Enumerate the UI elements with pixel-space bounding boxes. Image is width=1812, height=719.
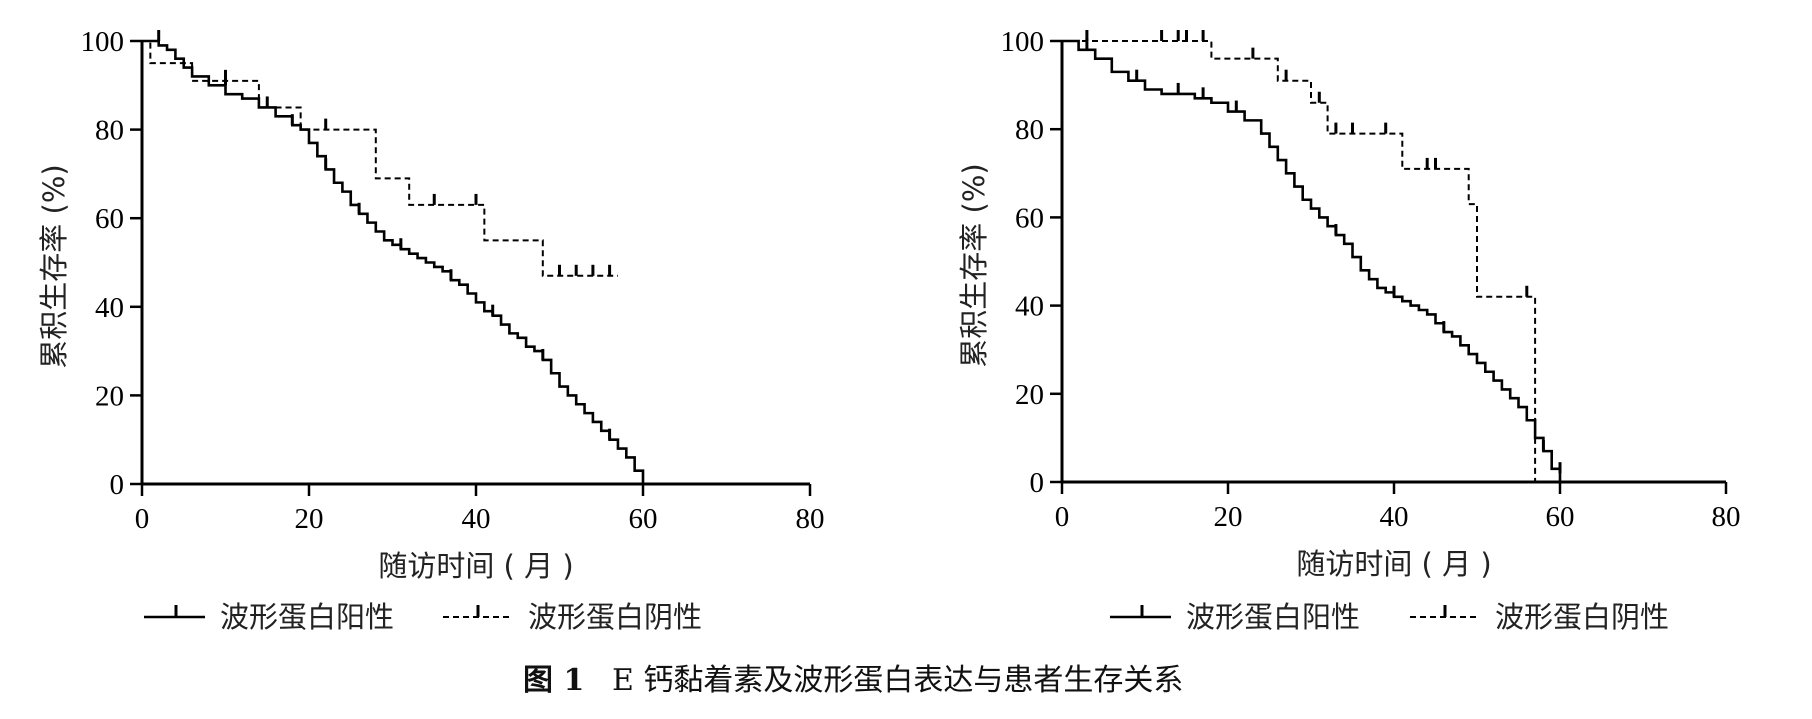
y-axis-title: 累积生存率 (%) [957, 163, 991, 367]
series-line-positive [142, 39, 645, 484]
y-tick-label: 0 [110, 469, 125, 501]
series-line-positive [1062, 39, 1562, 482]
legend-left: 波形蛋白阳性 波形蛋白阴性 [144, 600, 702, 634]
legend-right: 波形蛋白阳性 波形蛋白阴性 [1110, 600, 1669, 634]
x-tick-label: 80 [1712, 501, 1741, 533]
x-tick-label: 40 [1380, 501, 1409, 533]
y-tick-label: 0 [1030, 467, 1045, 499]
x-axis-title: 随访时间 ( 月 ) [1296, 547, 1491, 581]
y-axis-title: 累积生存率 (%) [37, 164, 71, 368]
x-axis-title: 随访时间 ( 月 ) [378, 549, 573, 583]
y-tick-label: 80 [95, 115, 124, 147]
x-tick-label: 80 [796, 503, 825, 535]
km-chart-left: 0 20 40 60 80 0 20 40 60 80 100 随访时间 ( 月 ) 累积生存率 (%) [37, 26, 825, 583]
y-tick-label: 20 [1015, 379, 1044, 411]
x-tick-label: 40 [462, 503, 491, 535]
y-tick-label: 60 [1015, 202, 1044, 234]
x-tick-label: 20 [295, 503, 324, 535]
figure-caption: 图 1 E 钙黏着素及波形蛋白表达与患者生存关系 [523, 663, 1183, 698]
y-tick-label: 60 [95, 203, 124, 235]
legend-positive-label-right: 波形蛋白阳性 [1186, 600, 1360, 634]
y-tick-label: 40 [95, 292, 124, 324]
series-line-negative [142, 40, 618, 277]
legend-negative-label-right: 波形蛋白阴性 [1495, 600, 1669, 634]
legend-negative-label-left: 波形蛋白阴性 [528, 600, 702, 634]
legend-positive-label-left: 波形蛋白阳性 [220, 600, 394, 634]
caption-figure-number: 图 1 [523, 663, 584, 698]
x-tick-label: 60 [1546, 501, 1575, 533]
y-tick-label: 80 [1015, 114, 1044, 146]
x-tick-label: 60 [629, 503, 658, 535]
y-tick-label: 20 [95, 380, 124, 412]
y-tick-label: 100 [81, 26, 125, 58]
x-tick-label: 0 [135, 503, 150, 535]
x-tick-label: 0 [1055, 501, 1070, 533]
y-tick-label: 100 [1001, 26, 1045, 58]
caption-text: E 钙黏着素及波形蛋白表达与患者生存关系 [612, 663, 1183, 698]
x-tick-label: 20 [1214, 501, 1243, 533]
series-line-negative [1062, 40, 1537, 482]
km-chart-right: 0 20 40 60 80 0 20 40 60 80 100 随访时间 ( 月 ) 累积生存率 (%) [957, 26, 1741, 581]
y-tick-label: 40 [1015, 291, 1044, 323]
